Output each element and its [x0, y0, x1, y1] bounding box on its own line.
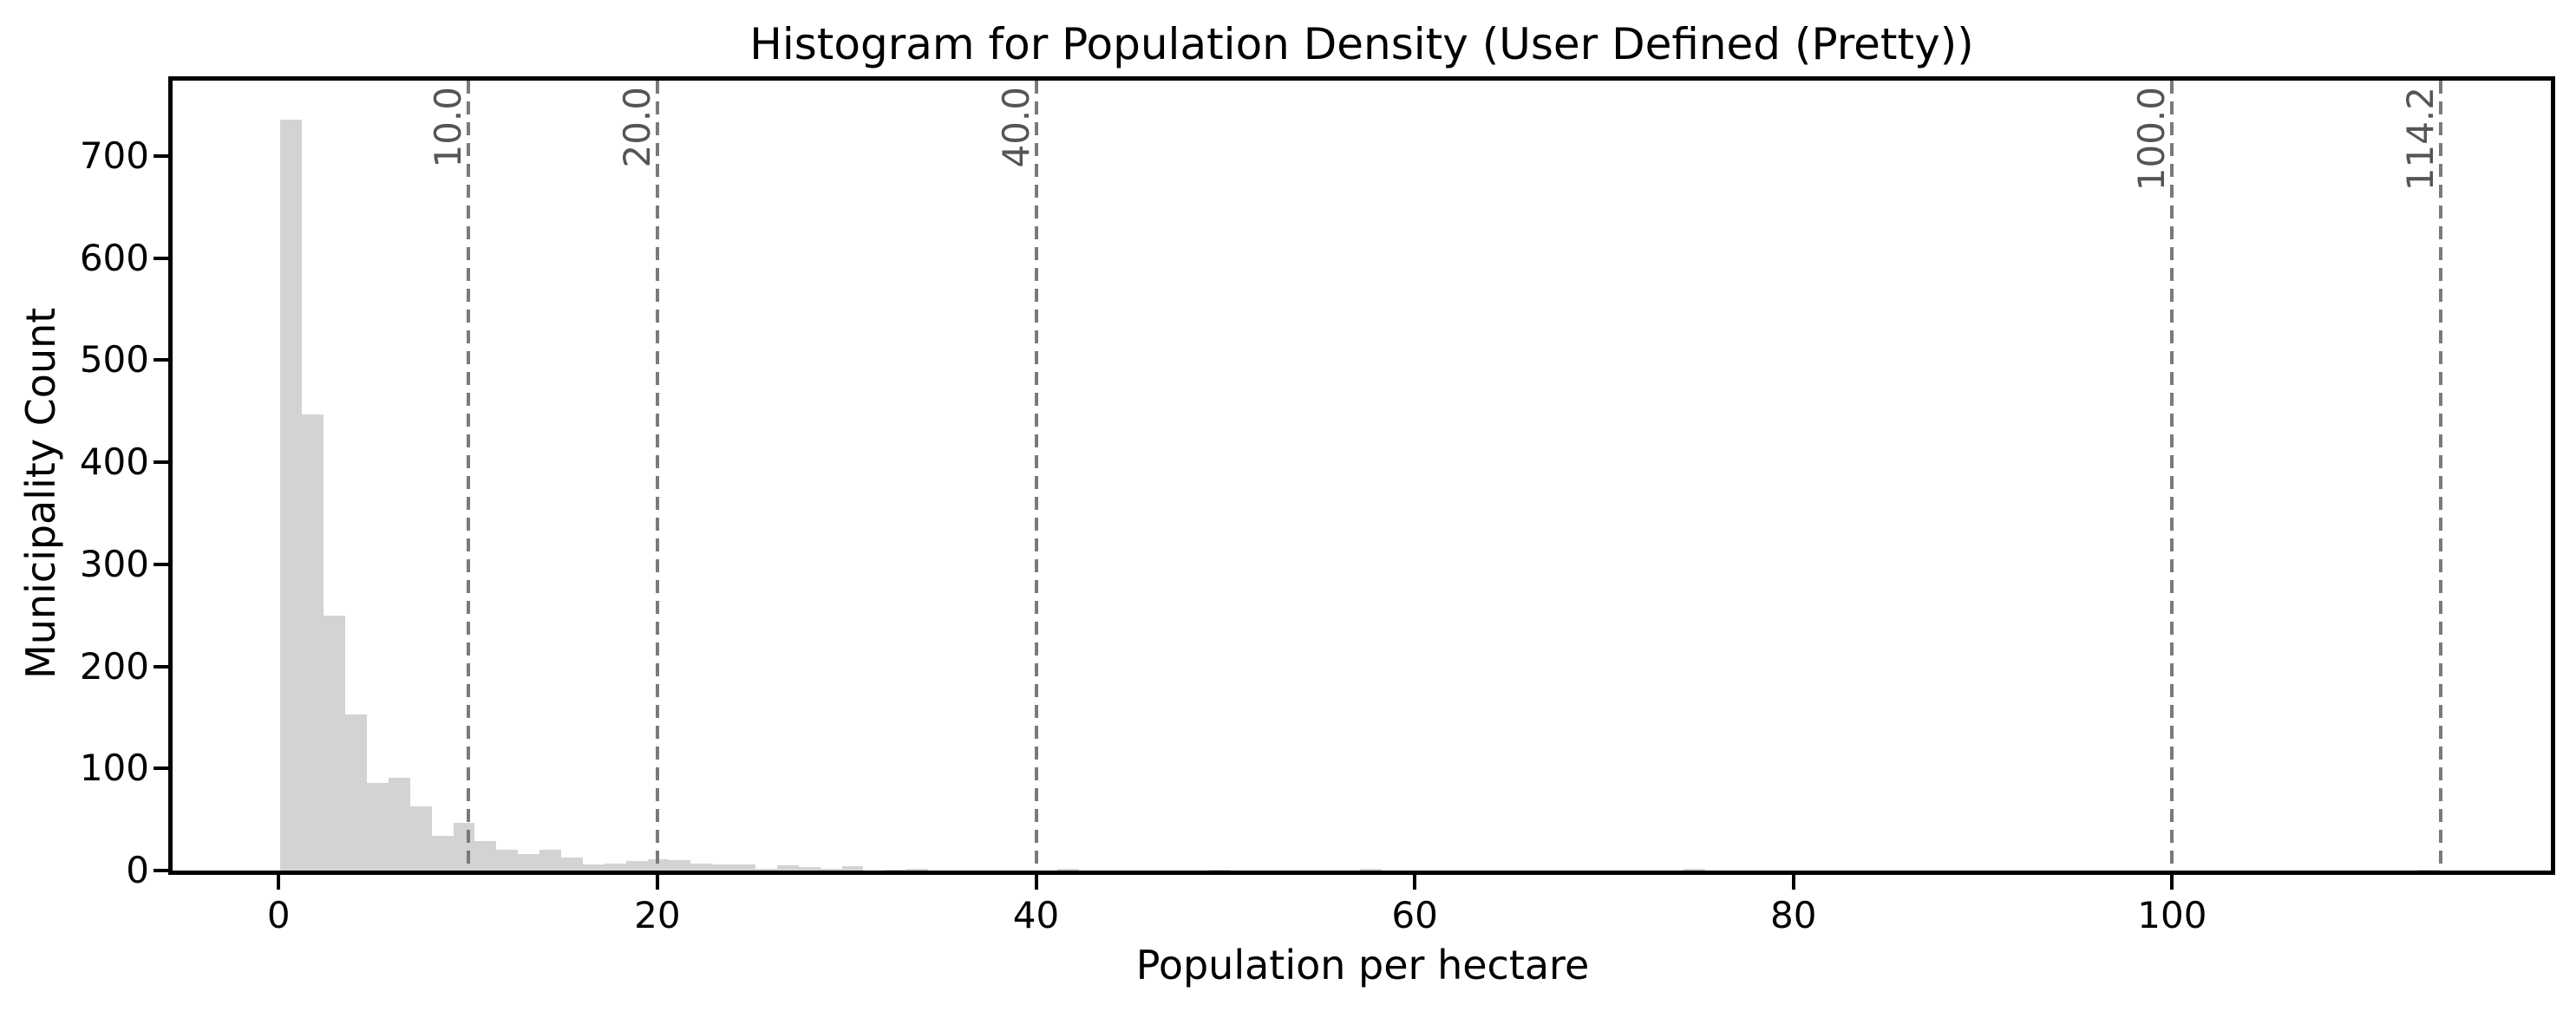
histogram-bar: [776, 865, 799, 871]
class-break-line: [1034, 81, 1038, 871]
y-tick-label: 500: [79, 338, 149, 382]
y-tick-label: 0: [126, 849, 149, 891]
histogram-bar: [755, 868, 777, 871]
histogram-bar: [496, 850, 519, 871]
histogram-bar: [1057, 868, 1080, 871]
histogram-bar: [798, 867, 821, 871]
x-tick-label: 100: [2137, 894, 2207, 936]
histogram-bar: [690, 863, 713, 871]
chart-title: Histogram for Population Density (User D…: [749, 19, 1974, 69]
histogram-bar: [906, 868, 929, 871]
histogram-bar: [712, 864, 735, 871]
histogram-bar: [366, 782, 389, 871]
y-axis-tick: [154, 664, 168, 669]
histogram-bar: [560, 857, 583, 871]
histogram-bar: [1208, 869, 1231, 871]
histogram-bar: [669, 860, 691, 871]
x-axis-tick: [2170, 875, 2174, 890]
histogram-bar: [734, 864, 755, 871]
y-axis-tick: [154, 256, 168, 260]
histogram-bar: [604, 863, 626, 871]
histogram-bar: [820, 868, 842, 871]
histogram-bar: [345, 714, 367, 871]
histogram-bar: [582, 864, 605, 871]
class-break-line: [655, 81, 659, 871]
class-break-line: [466, 81, 470, 871]
histogram-bar: [280, 119, 303, 871]
histogram-bar: [885, 869, 907, 871]
histogram-bar: [302, 414, 324, 871]
histogram-bar: [453, 822, 475, 871]
x-tick-label: 80: [1770, 894, 1817, 936]
x-axis-label: Population per hectare: [1135, 942, 1590, 988]
histogram-bar: [1359, 868, 1382, 871]
class-break-label: 100.0: [2130, 87, 2174, 192]
x-axis-tick: [277, 875, 281, 890]
histogram-bar: [388, 777, 410, 871]
class-break-label: 10.0: [426, 87, 469, 168]
class-break-label: 20.0: [615, 87, 658, 168]
histogram-bar: [539, 850, 561, 871]
x-tick-label: 0: [266, 894, 291, 936]
histogram-bar: [2417, 869, 2440, 871]
x-tick-label: 40: [1012, 894, 1060, 936]
y-axis-tick: [154, 460, 168, 465]
y-axis-tick: [154, 154, 168, 159]
y-tick-label: 200: [79, 644, 149, 688]
x-axis-tick: [1413, 875, 1417, 890]
histogram-bar: [1684, 868, 1705, 871]
class-break-line: [2170, 81, 2174, 871]
class-break-label: 114.2: [2399, 87, 2442, 192]
histogram-bar: [518, 854, 540, 871]
class-break-line: [2439, 81, 2443, 871]
histogram-bar: [409, 806, 432, 871]
x-axis-tick: [655, 875, 659, 890]
y-axis-tick: [154, 358, 168, 362]
y-tick-label: 300: [79, 542, 149, 585]
histogram-bar: [625, 861, 648, 871]
x-axis-tick: [1791, 875, 1795, 890]
y-tick-label: 100: [79, 747, 149, 790]
x-tick-label: 20: [634, 894, 681, 936]
histogram-bar: [841, 866, 864, 871]
y-axis-tick: [154, 766, 168, 771]
histogram-bar: [431, 835, 454, 871]
y-axis-tick: [154, 562, 168, 566]
x-axis-tick: [1034, 875, 1038, 890]
histogram-bar: [324, 615, 346, 871]
y-tick-label: 700: [79, 134, 149, 178]
y-axis-tick: [154, 869, 168, 872]
y-tick-label: 400: [79, 440, 149, 484]
x-tick-label: 60: [1391, 894, 1438, 936]
histogram-bar: [474, 840, 497, 871]
y-tick-label: 600: [79, 236, 149, 279]
class-break-label: 40.0: [994, 87, 1037, 168]
